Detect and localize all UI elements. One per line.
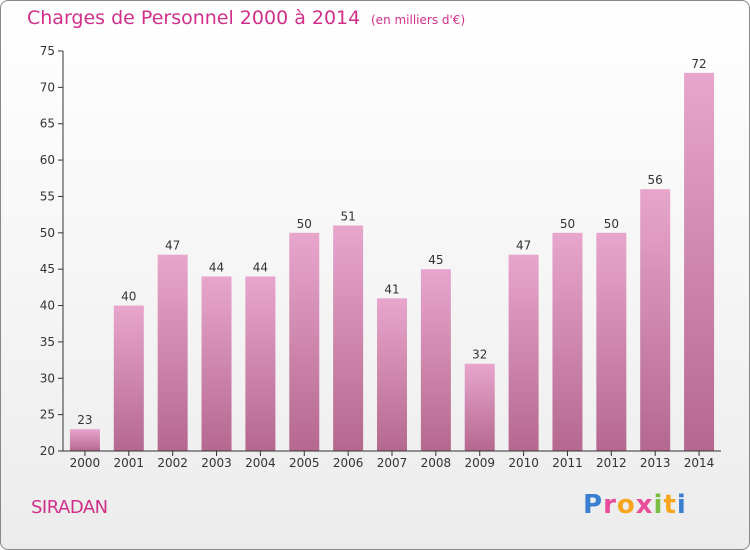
bar-2009: [464, 363, 495, 451]
value-label-2013: 56: [648, 173, 663, 187]
y-tick-label-35: 35: [40, 335, 55, 349]
logo-letter: P: [583, 490, 604, 520]
y-tick-label-20: 20: [40, 444, 55, 458]
x-tick-label-2012: 2012: [596, 456, 627, 470]
bar-2005: [289, 232, 320, 451]
x-tick-label-2011: 2011: [552, 456, 583, 470]
logo-letter: t: [663, 490, 677, 520]
value-label-2008: 45: [428, 253, 443, 267]
x-tick-label-2002: 2002: [157, 456, 188, 470]
x-tick-label-2014: 2014: [684, 456, 715, 470]
x-axis: 2000 2001 2002 2003 2004 2005 2006 2007 2008 2009…: [63, 450, 721, 470]
bar-2010: [508, 254, 539, 451]
x-tick-label-2001: 2001: [114, 456, 145, 470]
y-tick-label-60: 60: [40, 153, 55, 167]
y-tick-label-75: 75: [40, 44, 55, 58]
y-tick-label-70: 70: [40, 80, 55, 94]
bar-2004: [245, 276, 276, 451]
x-tick-label-2000: 2000: [70, 456, 101, 470]
value-label-2002: 47: [165, 239, 180, 253]
value-label-2005: 50: [297, 217, 312, 231]
x-tick-label-2009: 2009: [464, 456, 495, 470]
value-label-2001: 40: [121, 290, 136, 304]
x-tick-label-2008: 2008: [421, 456, 452, 470]
x-tick-label-2010: 2010: [508, 456, 539, 470]
value-label-2012: 50: [604, 217, 619, 231]
bar-2000: [69, 429, 100, 451]
logo-letter: r: [603, 490, 617, 520]
x-tick-label-2005: 2005: [289, 456, 320, 470]
x-tick-label-2004: 2004: [245, 456, 276, 470]
value-label-2003: 44: [209, 260, 224, 274]
y-tick-label-50: 50: [40, 226, 55, 240]
bar-2003: [201, 276, 232, 451]
value-label-2010: 47: [516, 239, 531, 253]
bar-2012: [596, 232, 627, 451]
y-tick-label-40: 40: [40, 299, 55, 313]
bar-2008: [420, 269, 451, 451]
bar-2006: [333, 225, 364, 451]
value-label-2011: 50: [560, 217, 575, 231]
y-tick-label-30: 30: [40, 371, 55, 385]
logo-letter: o: [616, 490, 636, 520]
commune-name: SIRADAN: [31, 497, 108, 518]
value-label-2009: 32: [472, 348, 487, 362]
proxiti-logo: Proxiti: [583, 490, 687, 520]
y-tick-label-55: 55: [40, 189, 55, 203]
value-label-2007: 41: [384, 282, 399, 296]
value-label-2004: 44: [253, 260, 268, 274]
bar-2001: [113, 305, 144, 451]
y-tick-label-45: 45: [40, 262, 55, 276]
x-tick-label-2007: 2007: [377, 456, 408, 470]
bar-2011: [552, 232, 583, 451]
bars-group: 23 40 47 44 44 50 51 41 45 32 47 50 50 56 72: [69, 57, 715, 452]
bar-2002: [157, 254, 188, 451]
bar-2007: [377, 298, 407, 451]
x-tick-label-2013: 2013: [640, 456, 671, 470]
bar-2013: [640, 189, 671, 451]
logo-letter: x: [635, 490, 654, 520]
chart-title: Charges de Personnel 2000 à 2014: [27, 7, 361, 29]
logo-letter: i: [653, 490, 664, 520]
x-tick-label-2003: 2003: [201, 456, 232, 470]
y-tick-label-65: 65: [40, 117, 55, 131]
value-label-2000: 23: [77, 413, 92, 427]
logo-letter: i: [676, 490, 687, 520]
value-label-2006: 51: [340, 210, 355, 224]
x-tick-label-2006: 2006: [333, 456, 364, 470]
value-label-2014: 72: [691, 57, 706, 71]
chart-subtitle: (en milliers d'€): [371, 13, 466, 27]
y-tick-label-25: 25: [40, 408, 55, 422]
bar-2014: [684, 72, 715, 452]
y-axis: 20 25 30 35 40 45 50 55 60 65 70 75: [40, 44, 64, 458]
